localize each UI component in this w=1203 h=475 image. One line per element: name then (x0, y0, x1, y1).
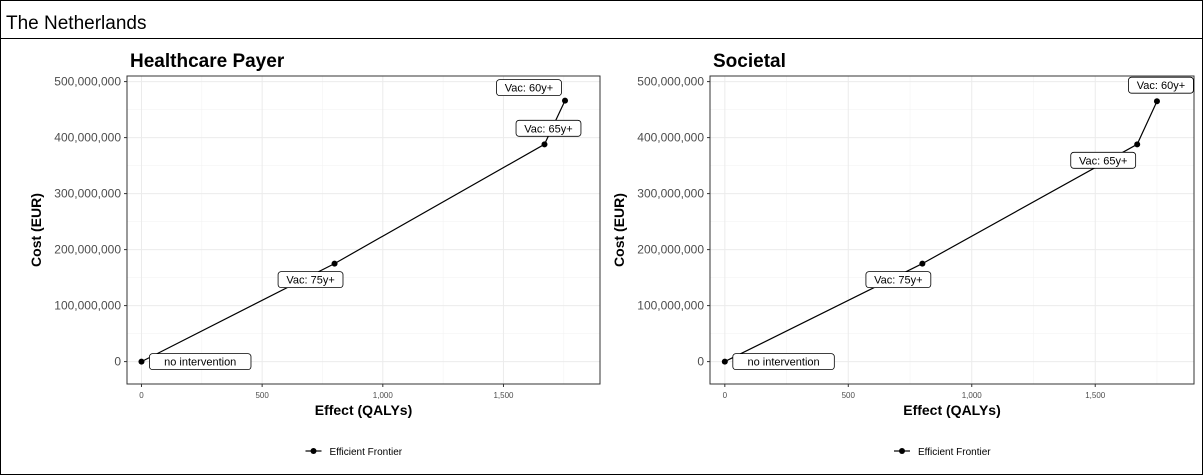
legend-label: Efficient Frontier (330, 447, 403, 458)
point-label: Vac: 60y+ (1128, 76, 1194, 94)
point-label: Vac: 65y+ (1070, 151, 1137, 169)
point-label-box (732, 353, 835, 371)
point-label-box (1128, 76, 1194, 94)
legend-label: Efficient Frontier (918, 447, 991, 458)
y-tick-label: 0 (697, 355, 704, 369)
chart-1: Healthcare Payer 0 500 1,000 1,500 0 100,000,0… (28, 51, 601, 458)
y-tick-label: 200,000,000 (54, 243, 121, 257)
chart-title: Societal (713, 51, 786, 72)
y-tick-label: 500,000,000 (637, 75, 704, 89)
point-label: Vac: 60y+ (496, 79, 562, 97)
point-label-box (1070, 151, 1137, 169)
point-label-text: Vac: 75y+ (874, 275, 922, 287)
y-tick-label: 100,000,000 (637, 299, 704, 313)
frontier-line (724, 100, 1158, 363)
data-point (721, 358, 728, 365)
point-label: Vac: 65y+ (515, 119, 582, 137)
panel-border (709, 75, 1195, 385)
point-label: Vac: 75y+ (277, 271, 344, 289)
chart-title: Healthcare Payer (130, 51, 285, 72)
chart-2: Societal 0 500 1,000 1,500 0 100,000,000 200,00… (611, 51, 1195, 458)
point-label-text: no intervention (747, 357, 819, 369)
point-label-box (496, 79, 562, 97)
x-tick-label: 1,000 (962, 391, 983, 400)
country-title: The Netherlands (6, 13, 146, 34)
point-label-text: Vac: 60y+ (1137, 80, 1185, 92)
data-point (138, 358, 145, 365)
data-point (1153, 98, 1160, 105)
plot-panel (710, 76, 1194, 384)
point-label-text: Vac: 75y+ (286, 275, 334, 287)
charts-container: Healthcare Payer 0 500 1,000 1,500 0 100,000,0… (28, 51, 1195, 458)
point-label-text: Vac: 60y+ (505, 83, 553, 95)
y-axis-title: Cost (EUR) (611, 193, 627, 267)
legend-point-key (310, 448, 317, 454)
x-axis-title: Effect (QALYs) (903, 402, 1001, 418)
point-label-text: no intervention (164, 357, 236, 369)
x-tick-label: 500 (842, 391, 856, 400)
x-tick-label: 1,000 (373, 391, 394, 400)
point-label-box (277, 271, 344, 289)
legend: Efficient Frontier (894, 447, 991, 458)
point-label-text: Vac: 65y+ (1079, 155, 1127, 167)
data-point (562, 97, 569, 104)
y-tick-label: 100,000,000 (54, 299, 121, 313)
y-tick-label: 400,000,000 (637, 131, 704, 145)
gridlines (710, 76, 1194, 384)
x-tick-label: 500 (255, 391, 269, 400)
x-tick-label: 1,500 (1085, 391, 1106, 400)
panel-border (126, 75, 601, 385)
data-point (331, 260, 338, 267)
data-point (919, 260, 926, 267)
y-tick-label: 500,000,000 (54, 75, 121, 89)
point-label: no intervention (732, 353, 835, 371)
point-label: Vac: 75y+ (865, 271, 932, 289)
x-tick-label: 0 (723, 391, 728, 400)
legend: Efficient Frontier (305, 447, 403, 458)
data-point (1134, 141, 1141, 148)
x-axis-title: Effect (QALYs) (315, 402, 413, 418)
point-label-text: Vac: 65y+ (524, 123, 572, 135)
point-label-box (865, 271, 932, 289)
legend-point-key (899, 448, 905, 454)
data-point (541, 141, 548, 148)
x-tick-label: 0 (139, 391, 144, 400)
y-tick-label: 200,000,000 (637, 243, 704, 257)
point-label: no intervention (149, 353, 252, 371)
point-label-box (515, 119, 582, 137)
y-tick-label: 400,000,000 (54, 131, 121, 145)
x-tick-label: 1,500 (493, 391, 514, 400)
y-tick-label: 300,000,000 (637, 187, 704, 201)
y-tick-label: 0 (114, 355, 121, 369)
y-axis-title: Cost (EUR) (28, 193, 44, 267)
y-tick-label: 300,000,000 (54, 187, 121, 201)
point-label-box (149, 353, 252, 371)
